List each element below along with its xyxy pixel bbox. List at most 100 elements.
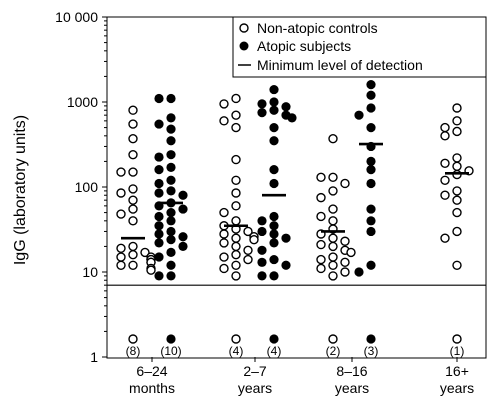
open-data-point (243, 245, 253, 256)
open-data-point (328, 252, 338, 262)
y-tick-label: 10 000 (55, 9, 98, 25)
filled-data-point (154, 252, 164, 262)
open-data-point (231, 93, 241, 104)
open-data-point (328, 204, 338, 214)
filled-data-point (166, 207, 176, 218)
legend-entry-non-atopic: Non-atopic controls (257, 20, 378, 36)
open-data-point (128, 241, 138, 252)
filled-data-point (366, 122, 376, 133)
filled-data-point (166, 162, 176, 173)
filled-data-point (166, 124, 176, 134)
filled-data-point (257, 216, 267, 226)
undetected-filled-point (366, 334, 376, 344)
filled-data-point (166, 271, 176, 281)
open-data-point (116, 260, 126, 270)
filled-data-point (269, 221, 279, 231)
x-label-line1: 8–16 (336, 363, 367, 379)
open-data-point (146, 265, 156, 275)
open-data-point (116, 188, 126, 198)
filled-data-point (281, 260, 291, 270)
filled-data-point (154, 165, 164, 175)
x-label-line2: years (440, 380, 474, 396)
open-data-point (231, 122, 241, 133)
y-tick-label: 10 (82, 264, 98, 280)
open-data-point (116, 209, 126, 219)
open-data-point (452, 153, 462, 163)
open-data-point (219, 116, 229, 126)
open-data-point (452, 260, 462, 270)
y-axis-label: IgG (laboratory units) (12, 115, 29, 265)
filled-data-point (154, 229, 164, 239)
open-data-point (440, 158, 450, 169)
open-data-point (452, 226, 462, 237)
filled-data-point (154, 238, 164, 248)
legend: Non-atopic controls Atopic subjects Mini… (232, 16, 487, 78)
open-data-point (231, 233, 241, 243)
undetected-filled-point (269, 334, 279, 344)
legend-box (232, 16, 487, 78)
undetected-count-label: (2) (326, 344, 341, 358)
filled-data-point (269, 211, 279, 222)
filled-data-point (154, 188, 164, 198)
open-data-point (128, 119, 138, 129)
filled-data-point (269, 136, 279, 146)
filled-data-point (154, 221, 164, 231)
undetected-count-label: (8) (126, 344, 141, 358)
x-label-line2: years (238, 380, 272, 396)
filled-data-point (354, 267, 364, 277)
open-data-point (128, 134, 138, 144)
open-data-point (316, 239, 326, 250)
filled-data-point (269, 105, 279, 115)
open-data-point (128, 105, 138, 115)
filled-data-point (166, 113, 176, 123)
filled-data-point (154, 93, 164, 104)
median-bars-layer (121, 142, 469, 240)
open-data-point (328, 260, 338, 270)
filled-data-point (154, 119, 164, 129)
open-data-point (340, 178, 350, 189)
filled-data-point (366, 178, 376, 189)
open-data-point (243, 254, 253, 265)
filled-data-point (257, 226, 267, 237)
open-data-point (231, 260, 241, 270)
open-data-point (328, 216, 338, 226)
x-label-line2: months (129, 380, 175, 396)
undetected-count-label: (10) (160, 344, 181, 358)
undetected-count-label: (4) (229, 344, 244, 358)
filled-data-point (269, 122, 279, 133)
open-data-point (231, 154, 241, 165)
open-data-point (231, 175, 241, 185)
legend-entry-atopic: Atopic subjects (257, 38, 351, 54)
filled-data-point (257, 108, 267, 118)
filled-data-point (178, 241, 188, 252)
filled-data-point (366, 90, 376, 100)
y-tick-label: 1 (90, 349, 98, 365)
x-label-line2: years (335, 380, 369, 396)
filled-data-point (269, 254, 279, 265)
y-tick-label: 1000 (67, 94, 98, 110)
undetected-open-point (452, 334, 462, 344)
filled-data-point (366, 165, 376, 175)
open-data-point (116, 252, 126, 262)
open-data-point (116, 167, 126, 177)
open-data-point (316, 211, 326, 222)
open-data-point (231, 216, 241, 226)
filled-data-point (166, 216, 176, 226)
filled-data-point (257, 245, 267, 255)
open-data-point (243, 226, 253, 237)
open-data-point (316, 172, 326, 183)
undetected-filled-point (166, 334, 176, 344)
x-axis-ticks (151, 357, 458, 362)
filled-data-point (354, 110, 364, 120)
undetected-open-point (128, 334, 138, 344)
x-label-line1: 2–7 (243, 363, 267, 379)
filled-data-point (178, 204, 188, 214)
open-data-point (219, 207, 229, 218)
open-data-point (316, 263, 326, 274)
open-data-point (140, 247, 150, 258)
filled-data-point (257, 271, 267, 281)
filled-data-point (366, 80, 376, 90)
filled-data-point (281, 233, 291, 243)
undetected-count-label: (1) (450, 344, 465, 358)
